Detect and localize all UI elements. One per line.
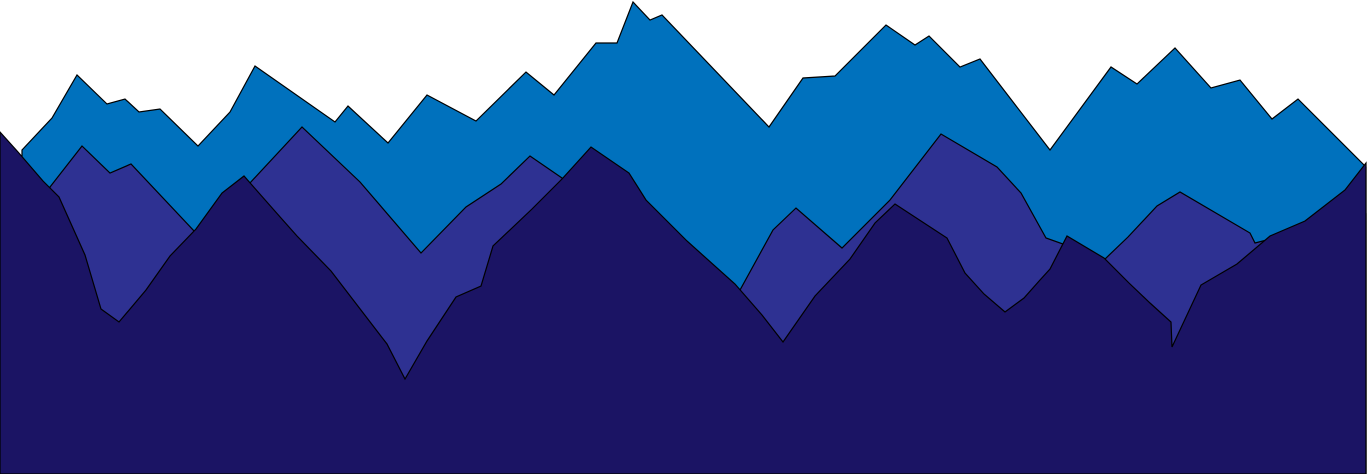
front-mountain-range (0, 131, 1367, 474)
